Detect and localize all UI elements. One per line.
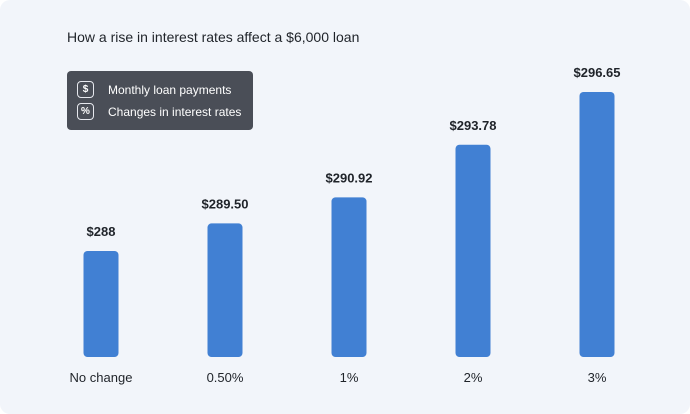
x-tick-label: 2% [464, 370, 483, 385]
bar [83, 251, 119, 357]
x-tick-label: 3% [588, 370, 607, 385]
x-tick-label: 0.50% [207, 370, 244, 385]
bar [455, 144, 491, 357]
legend-label-rates: Changes in interest rates [108, 104, 242, 119]
bar-value-label: $296.65 [574, 65, 621, 80]
x-tick-label: 1% [340, 370, 359, 385]
bar-value-label: $293.78 [450, 118, 497, 133]
percent-icon: % [77, 103, 94, 120]
legend: $ Monthly loan payments % Changes in int… [67, 71, 253, 130]
bar [331, 197, 367, 357]
legend-label-payments: Monthly loan payments [108, 82, 232, 97]
legend-item-rates: % Changes in interest rates [77, 103, 241, 120]
bar-value-label: $290.92 [326, 170, 373, 185]
bar [207, 223, 243, 357]
dollar-icon: $ [77, 81, 94, 98]
bar-value-label: $288 [87, 224, 116, 239]
chart-title: How a rise in interest rates affect a $6… [67, 29, 360, 45]
legend-item-payments: $ Monthly loan payments [77, 81, 231, 98]
x-tick-label: No change [70, 370, 133, 385]
bar-value-label: $289.50 [202, 196, 249, 211]
bar [579, 92, 615, 357]
